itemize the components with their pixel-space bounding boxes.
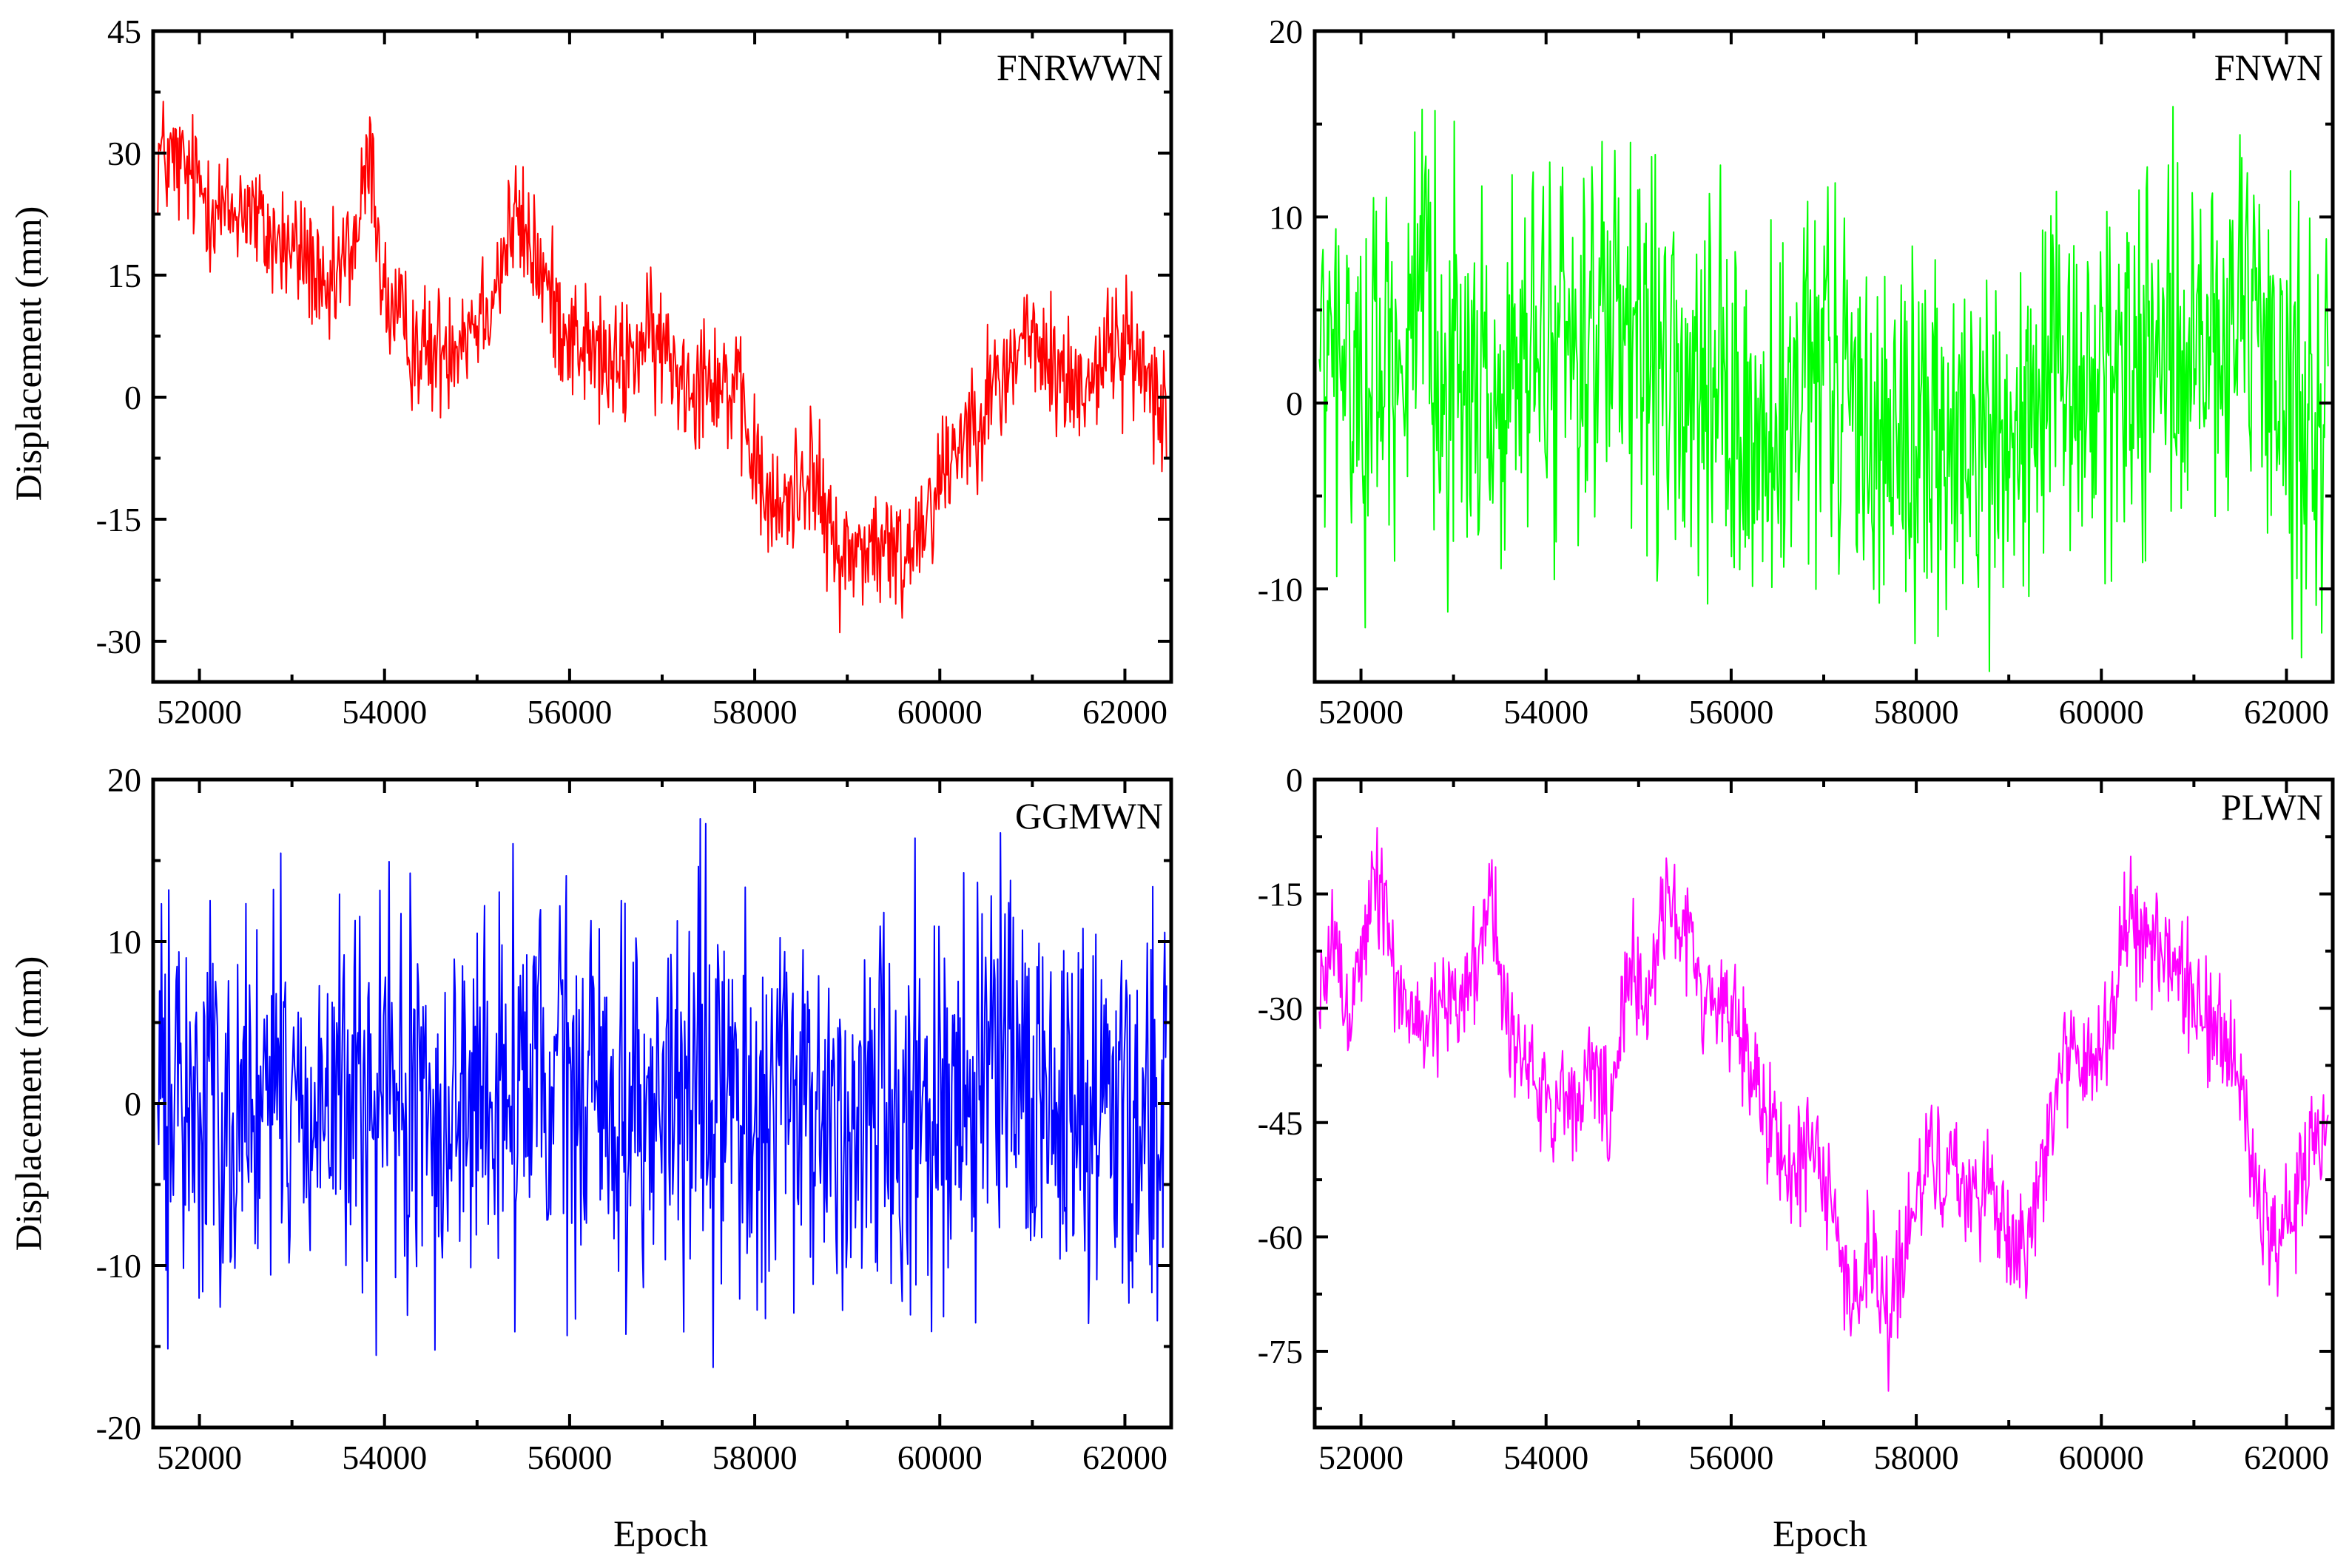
x-tick-label: 60000 (897, 693, 983, 731)
x-tick-label: 52000 (157, 693, 242, 731)
x-tick-label: 54000 (1503, 1439, 1588, 1476)
x-tick-label: 60000 (897, 1439, 983, 1476)
y-tick-label: -30 (96, 623, 141, 660)
y-tick-label: 20 (1269, 13, 1303, 50)
x-tick-label: 54000 (342, 693, 427, 731)
y-tick-label: -10 (1258, 570, 1303, 608)
x-tick-label: 56000 (527, 1439, 612, 1476)
x-tick-label: 58000 (712, 1439, 798, 1476)
x-tick-label: 62000 (2244, 1439, 2329, 1476)
x-axis-label: Epoch (1773, 1513, 1867, 1554)
panel-fnwn: FNWN 52000 54000 56000 58000 60000 62000 -10 0 1… (1258, 13, 2335, 731)
y-tick-label: 0 (1286, 761, 1303, 799)
series-line-ggmwn (157, 818, 1167, 1368)
x-tick-label: 56000 (1688, 693, 1773, 731)
panel-title: FNWN (2214, 47, 2323, 88)
x-axis-label: Epoch (613, 1513, 708, 1554)
x-tick-label: 62000 (1082, 693, 1167, 731)
x-tick-label: 58000 (712, 693, 798, 731)
series-line-fnrwwn (157, 101, 1167, 634)
x-tick-label: 54000 (342, 1439, 427, 1476)
series-line-fnwn (1318, 106, 2329, 672)
y-axis-label: Displacement (mm) (7, 956, 49, 1251)
y-tick-label: 15 (107, 257, 141, 294)
y-tick-label: -75 (1258, 1333, 1303, 1371)
panel-fnrwwn: FNRWWN Displacement (mm) 52000 54000 56000… (7, 13, 1173, 731)
x-tick-label: 56000 (1688, 1439, 1773, 1476)
y-tick-label: 30 (107, 135, 141, 172)
y-tick-label: 0 (1286, 385, 1303, 422)
x-tick-label: 52000 (1318, 1439, 1403, 1476)
y-tick-label: -30 (1258, 990, 1303, 1027)
y-axis-label: Displacement (mm) (7, 206, 49, 501)
x-tick-label: 60000 (2059, 1439, 2144, 1476)
y-tick-label: -60 (1258, 1218, 1303, 1256)
x-tick-label: 52000 (1318, 693, 1403, 731)
x-tick-label: 58000 (1874, 693, 1959, 731)
x-tick-label: 60000 (2059, 693, 2144, 731)
panel-title: FNRWWN (997, 47, 1163, 88)
y-tick-label: -20 (96, 1409, 141, 1447)
y-tick-label: 45 (107, 13, 141, 50)
y-tick-label: 20 (107, 761, 141, 799)
y-tick-label: 0 (124, 1085, 141, 1123)
panel-ggmwn: GGMWN Displacement (mm) Epoch 52000 54000… (7, 761, 1173, 1554)
x-tick-label: 56000 (527, 693, 612, 731)
y-tick-label: 10 (1269, 198, 1303, 236)
y-tick-label: 0 (124, 379, 141, 416)
x-tick-label: 54000 (1503, 693, 1588, 731)
y-tick-label: -15 (96, 501, 141, 538)
y-tick-label: 10 (107, 923, 141, 961)
series-line-plwn (1318, 827, 2329, 1392)
y-tick-label: -15 (1258, 876, 1303, 913)
panel-title: GGMWN (1015, 795, 1163, 837)
x-tick-label: 58000 (1874, 1439, 1959, 1476)
panel-title: PLWN (2221, 786, 2323, 828)
x-tick-label: 52000 (157, 1439, 242, 1476)
panel-plwn: PLWN Epoch 52000 54000 56000 58000 60000 6200… (1258, 761, 2335, 1554)
x-tick-label: 62000 (2244, 693, 2329, 731)
y-tick-label: -45 (1258, 1104, 1303, 1142)
plot-frame (1312, 777, 2335, 1430)
x-tick-label: 62000 (1082, 1439, 1167, 1476)
y-tick-label: -10 (96, 1247, 141, 1285)
